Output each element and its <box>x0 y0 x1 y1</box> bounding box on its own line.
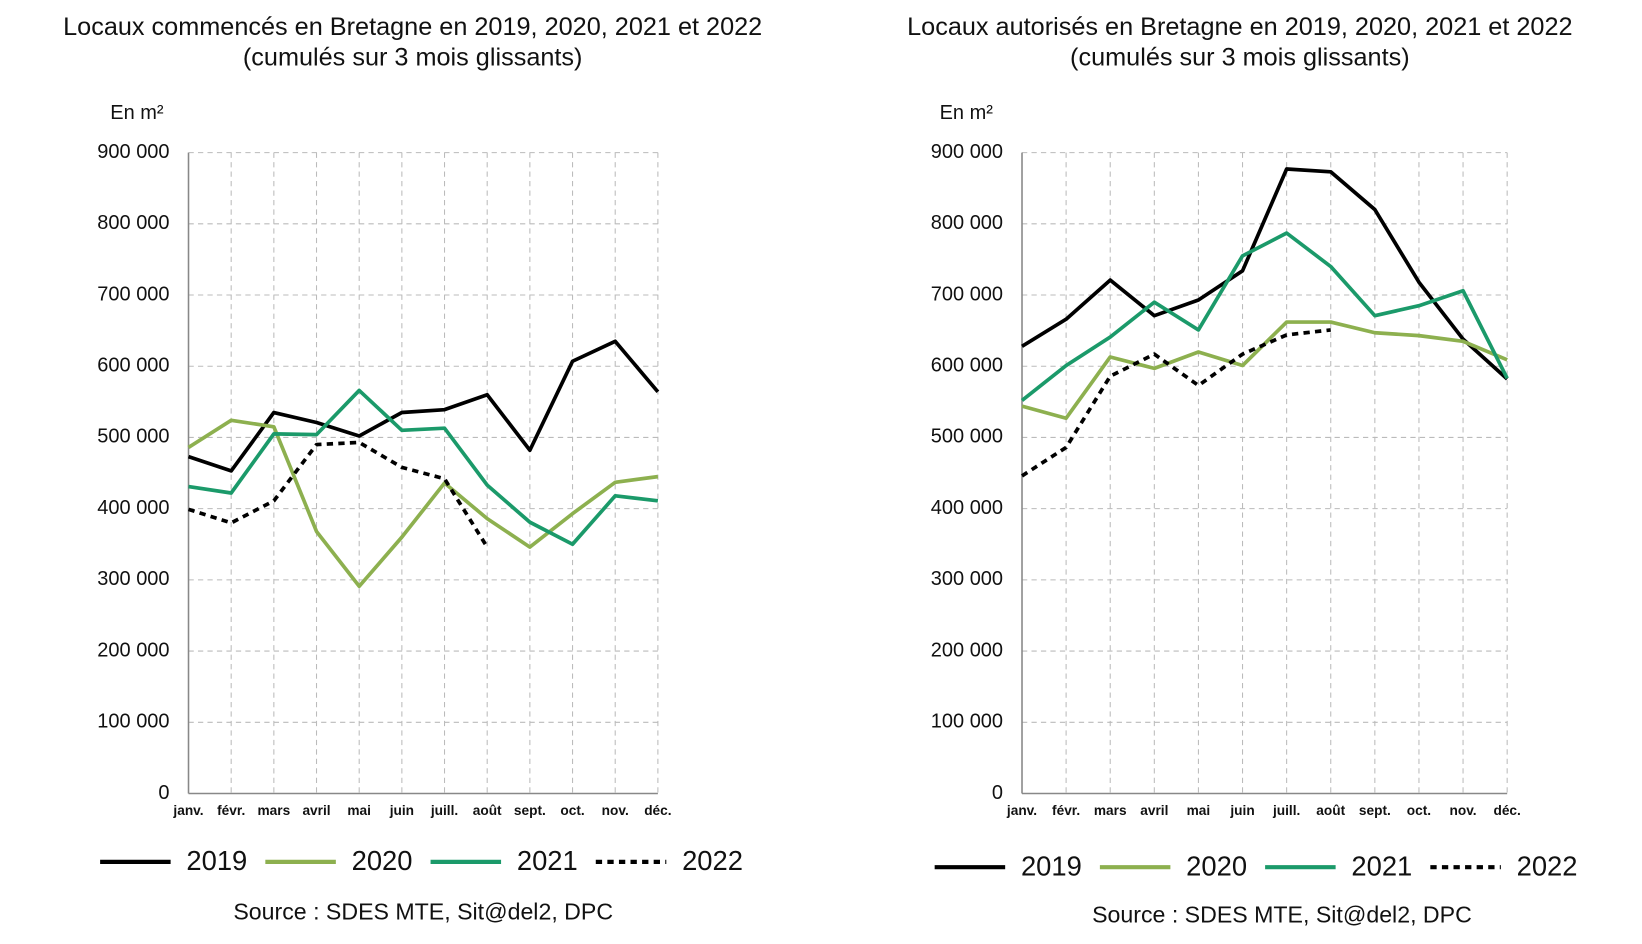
source-note: Source : SDES MTE, Sit@del2, DPC <box>233 899 613 925</box>
y-tick-label: 0 <box>992 782 1003 804</box>
y-tick-label: 800 000 <box>97 212 169 234</box>
x-tick-label: oct. <box>1407 803 1431 818</box>
chart: Locaux commencés en Bretagne en 2019, 20… <box>63 13 762 925</box>
legend-label: 2022 <box>682 845 743 876</box>
y-tick-label: 700 000 <box>931 283 1003 305</box>
x-tick-label: juin <box>1229 803 1254 818</box>
x-tick-label: mars <box>1094 803 1127 818</box>
x-tick-label: déc. <box>644 803 671 818</box>
x-tick-label: sept. <box>514 803 546 818</box>
chart-subtitle: (cumulés sur 3 mois glissants) <box>243 44 583 72</box>
x-tick-label: janv. <box>1006 803 1037 818</box>
x-tick-label: juin <box>389 803 414 818</box>
y-axis-label: En m² <box>940 102 994 124</box>
y-tick-label: 200 000 <box>97 639 169 661</box>
y-tick-label: 900 000 <box>97 141 169 163</box>
legend-label: 2020 <box>352 845 413 876</box>
x-tick-label: févr. <box>1052 803 1080 818</box>
x-tick-label: sept. <box>1359 803 1391 818</box>
y-tick-label: 900 000 <box>931 141 1003 163</box>
y-tick-label: 400 000 <box>97 497 169 519</box>
x-tick-label: août <box>473 803 502 818</box>
x-tick-label: nov. <box>602 803 629 818</box>
x-tick-label: oct. <box>560 803 584 818</box>
chart: Locaux autorisés en Bretagne en 2019, 20… <box>907 13 1577 928</box>
source-note: Source : SDES MTE, Sit@del2, DPC <box>1092 902 1472 928</box>
x-tick-label: juill. <box>1272 803 1300 818</box>
y-tick-label: 500 000 <box>931 426 1003 448</box>
x-tick-label: avril <box>302 803 330 818</box>
x-tick-label: juill. <box>430 803 458 818</box>
y-tick-label: 0 <box>158 782 169 804</box>
x-tick-label: mai <box>347 803 371 818</box>
y-tick-label: 300 000 <box>931 568 1003 590</box>
y-axis-label: En m² <box>110 102 164 124</box>
chart-subtitle: (cumulés sur 3 mois glissants) <box>1070 44 1410 72</box>
y-tick-label: 500 000 <box>97 426 169 448</box>
chart-title: Locaux commencés en Bretagne en 2019, 20… <box>63 13 762 41</box>
y-tick-label: 600 000 <box>931 355 1003 377</box>
y-tick-label: 400 000 <box>931 497 1003 519</box>
y-tick-label: 300 000 <box>97 568 169 590</box>
y-tick-label: 700 000 <box>97 283 169 305</box>
y-tick-label: 800 000 <box>931 212 1003 234</box>
x-tick-label: mai <box>1187 803 1211 818</box>
x-tick-label: août <box>1316 803 1345 818</box>
x-tick-label: mars <box>258 803 291 818</box>
chart-title: Locaux autorisés en Bretagne en 2019, 20… <box>907 13 1572 41</box>
x-tick-label: déc. <box>1493 803 1520 818</box>
series-line <box>187 339 660 473</box>
x-tick-label: nov. <box>1450 803 1477 818</box>
series-line <box>187 418 659 589</box>
legend-label: 2021 <box>517 845 578 876</box>
legend-label: 2021 <box>1351 850 1412 881</box>
legend-label: 2020 <box>1186 850 1247 881</box>
legend-label: 2022 <box>1517 850 1578 881</box>
x-tick-label: avril <box>1140 803 1168 818</box>
x-tick-label: févr. <box>217 803 245 818</box>
y-tick-label: 600 000 <box>97 355 169 377</box>
series-line <box>1021 167 1509 381</box>
y-tick-label: 100 000 <box>931 711 1003 733</box>
series-line <box>187 440 489 549</box>
series-line <box>1020 231 1509 402</box>
legend-label: 2019 <box>1021 850 1082 881</box>
series-line <box>188 388 659 547</box>
legend-label: 2019 <box>186 845 247 876</box>
series-line <box>1021 328 1331 478</box>
x-tick-label: janv. <box>172 803 203 818</box>
y-tick-label: 200 000 <box>931 639 1003 661</box>
y-tick-label: 100 000 <box>97 711 169 733</box>
